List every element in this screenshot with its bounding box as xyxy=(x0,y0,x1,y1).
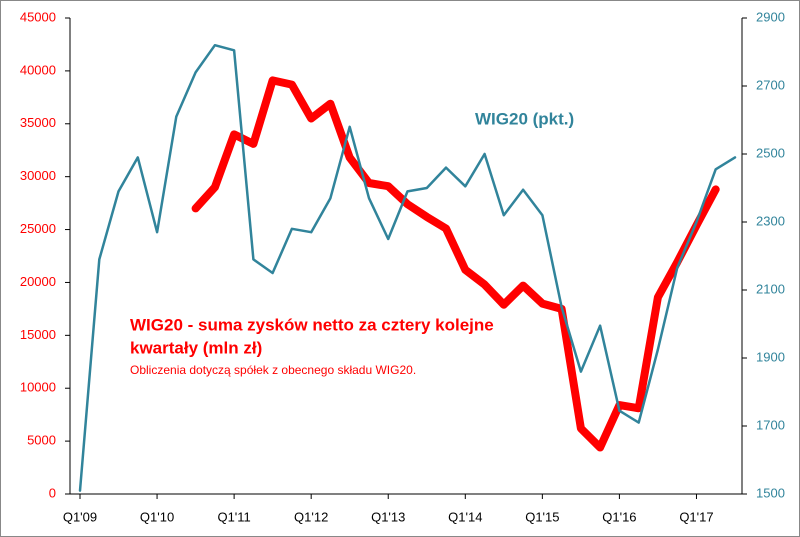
y-tick-label: 35000 xyxy=(20,115,56,130)
y2-tick-label: 2100 xyxy=(756,281,785,296)
y-tick-label: 25000 xyxy=(20,221,56,236)
x-tick-label: Q1'15 xyxy=(525,509,559,524)
x-tick-label: Q1'16 xyxy=(602,509,636,524)
y-tick-label: 10000 xyxy=(20,380,56,395)
y-tick-label: 15000 xyxy=(20,327,56,342)
y2-tick-label: 2900 xyxy=(756,9,785,24)
series-line xyxy=(191,76,720,452)
annotation: WIG20 - suma zysków netto za cztery kole… xyxy=(130,315,494,334)
x-tick-label: Q1'14 xyxy=(448,509,482,524)
y-tick-label: 40000 xyxy=(20,62,56,77)
y-tick-label: 45000 xyxy=(20,9,56,24)
y-tick-label: 30000 xyxy=(20,168,56,183)
y2-tick-label: 2300 xyxy=(756,213,785,228)
x-tick-label: Q1'11 xyxy=(217,509,250,524)
x-tick-label: Q1'10 xyxy=(140,509,174,524)
x-tick-label: Q1'09 xyxy=(63,509,97,524)
annotation: kwartały (mln zł) xyxy=(130,338,262,357)
y-tick-label: 5000 xyxy=(27,433,56,448)
y-tick-label: 20000 xyxy=(20,274,56,289)
x-tick-label: Q1'17 xyxy=(679,509,713,524)
x-tick-label: Q1'12 xyxy=(294,509,328,524)
series-line xyxy=(78,43,737,492)
y-tick-label: 0 xyxy=(49,485,56,500)
y2-tick-label: 2700 xyxy=(756,77,785,92)
x-tick-label: Q1'13 xyxy=(371,509,405,524)
annotation: Obliczenia dotyczą spółek z obecnego skł… xyxy=(130,363,416,377)
y2-tick-label: 1900 xyxy=(756,349,785,364)
y2-tick-label: 1700 xyxy=(756,417,785,432)
y2-tick-label: 2500 xyxy=(756,145,785,160)
series-label: WIG20 (pkt.) xyxy=(475,109,574,128)
y2-tick-label: 1500 xyxy=(756,485,785,500)
